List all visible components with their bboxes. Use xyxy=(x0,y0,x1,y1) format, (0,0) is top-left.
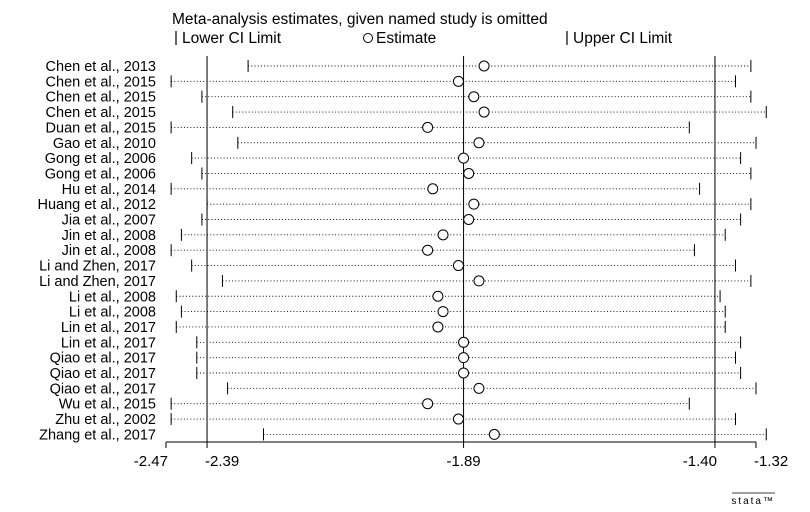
estimate-marker xyxy=(458,336,470,348)
study-label: Chen et al., 2013 xyxy=(46,59,156,75)
legend-estimate-label: Estimate xyxy=(376,30,436,47)
study-row: Chen et al., 2015 xyxy=(46,74,736,90)
study-row: Huang et al., 2012 xyxy=(37,197,752,213)
estimate-marker xyxy=(473,275,485,287)
estimate-marker xyxy=(478,106,490,118)
study-row: Gao et al., 2010 xyxy=(53,136,757,152)
study-label: Zhu et al., 2002 xyxy=(55,412,156,428)
study-row: Li et al., 2008 xyxy=(69,289,721,305)
study-row: Gong et al., 2006 xyxy=(45,151,742,167)
study-row: Jia et al., 2007 xyxy=(62,213,742,229)
study-row: Qiao et al., 2017 xyxy=(50,351,736,367)
study-label: Duan et al., 2015 xyxy=(46,120,156,136)
study-row: Qiao et al., 2017 xyxy=(50,366,742,382)
study-row: Li and Zhen, 2017 xyxy=(39,259,736,275)
study-row: Gong et al., 2006 xyxy=(45,166,752,182)
estimate-marker xyxy=(478,60,490,72)
study-label: Chen et al., 2015 xyxy=(46,105,156,121)
x-axis-ticks: -2.47 -2.39 -1.89 -1.40 -1.32 xyxy=(134,442,788,470)
estimate-marker xyxy=(422,398,434,410)
estimate-marker xyxy=(488,428,500,440)
legend-estimate-marker xyxy=(363,33,373,43)
study-row: Li and Zhen, 2017 xyxy=(39,274,752,290)
study-row: Chen et al., 2013 xyxy=(46,59,752,75)
estimate-marker xyxy=(422,244,434,256)
study-label: Li et al., 2008 xyxy=(69,289,156,305)
study-label: Gong et al., 2006 xyxy=(45,166,156,182)
study-label: Li et al., 2008 xyxy=(69,305,156,321)
study-row: Qiao et al., 2017 xyxy=(50,381,757,397)
study-row: Hu et al., 2014 xyxy=(62,182,701,198)
estimate-marker xyxy=(432,321,444,333)
study-label: Gao et al., 2010 xyxy=(53,136,156,152)
estimate-marker xyxy=(452,413,464,425)
study-row: Li et al., 2008 xyxy=(69,305,726,321)
study-row: Zhang et al., 2017 xyxy=(39,427,767,443)
x-tick-label: -2.39 xyxy=(205,453,239,470)
legend-lower-ci-label: Lower CI Limit xyxy=(182,30,282,47)
study-row: Duan et al., 2015 xyxy=(46,120,690,136)
study-label: Gong et al., 2006 xyxy=(45,151,156,167)
study-label: Lin et al., 2017 xyxy=(61,335,156,351)
study-label: Wu et al., 2015 xyxy=(59,397,156,413)
legend: Lower CI Limit Estimate Upper CI Limit xyxy=(175,30,673,47)
estimate-marker xyxy=(473,137,485,149)
study-row: Wu et al., 2015 xyxy=(59,397,690,413)
estimate-marker xyxy=(463,214,475,225)
reference-lines xyxy=(206,56,716,442)
study-label: Qiao et al., 2017 xyxy=(50,351,156,367)
study-label: Chen et al., 2015 xyxy=(46,74,156,90)
study-row: Jin et al., 2008 xyxy=(62,228,726,244)
study-label: Lin et al., 2017 xyxy=(61,320,156,336)
x-tick-label: -1.89 xyxy=(446,453,480,470)
estimate-marker xyxy=(458,352,470,364)
stata-watermark: stata™ xyxy=(731,496,775,507)
x-tick-label: -2.47 xyxy=(134,453,168,470)
estimate-marker xyxy=(422,121,434,133)
study-label: Chen et al., 2015 xyxy=(46,90,156,106)
estimate-marker xyxy=(458,152,470,164)
study-label: Li and Zhen, 2017 xyxy=(39,274,156,290)
study-label: Zhang et al., 2017 xyxy=(39,427,156,443)
study-label: Hu et al., 2014 xyxy=(62,182,156,198)
estimate-marker xyxy=(463,167,475,179)
study-row: Chen et al., 2015 xyxy=(46,90,752,106)
legend-upper-ci-label: Upper CI Limit xyxy=(573,30,673,47)
estimate-marker xyxy=(468,91,480,103)
estimate-marker xyxy=(432,290,444,302)
study-label: Qiao et al., 2017 xyxy=(50,366,156,382)
study-row: Chen et al., 2015 xyxy=(46,105,767,121)
study-label: Huang et al., 2012 xyxy=(37,197,156,213)
estimate-marker xyxy=(427,183,439,195)
x-tick-label: -1.40 xyxy=(683,453,717,470)
study-row: Lin et al., 2017 xyxy=(61,335,742,351)
x-tick-label: -1.32 xyxy=(754,453,788,470)
study-label: Qiao et al., 2017 xyxy=(50,381,156,397)
study-row: Zhu et al., 2002 xyxy=(55,412,736,428)
study-label: Jin et al., 2008 xyxy=(62,243,156,259)
study-row: Jin et al., 2008 xyxy=(62,243,695,259)
estimate-marker xyxy=(452,260,464,272)
chart-title: Meta-analysis estimates, given named stu… xyxy=(172,11,548,28)
study-label: Li and Zhen, 2017 xyxy=(39,259,156,275)
estimate-marker xyxy=(468,198,480,210)
study-row: Lin et al., 2017 xyxy=(61,320,726,336)
estimate-marker xyxy=(437,229,449,241)
estimate-marker xyxy=(473,382,485,394)
study-label: Jin et al., 2008 xyxy=(62,228,156,244)
estimate-marker xyxy=(437,306,449,318)
study-label: Jia et al., 2007 xyxy=(62,213,156,229)
estimate-marker xyxy=(458,367,470,379)
estimate-marker xyxy=(452,75,464,87)
